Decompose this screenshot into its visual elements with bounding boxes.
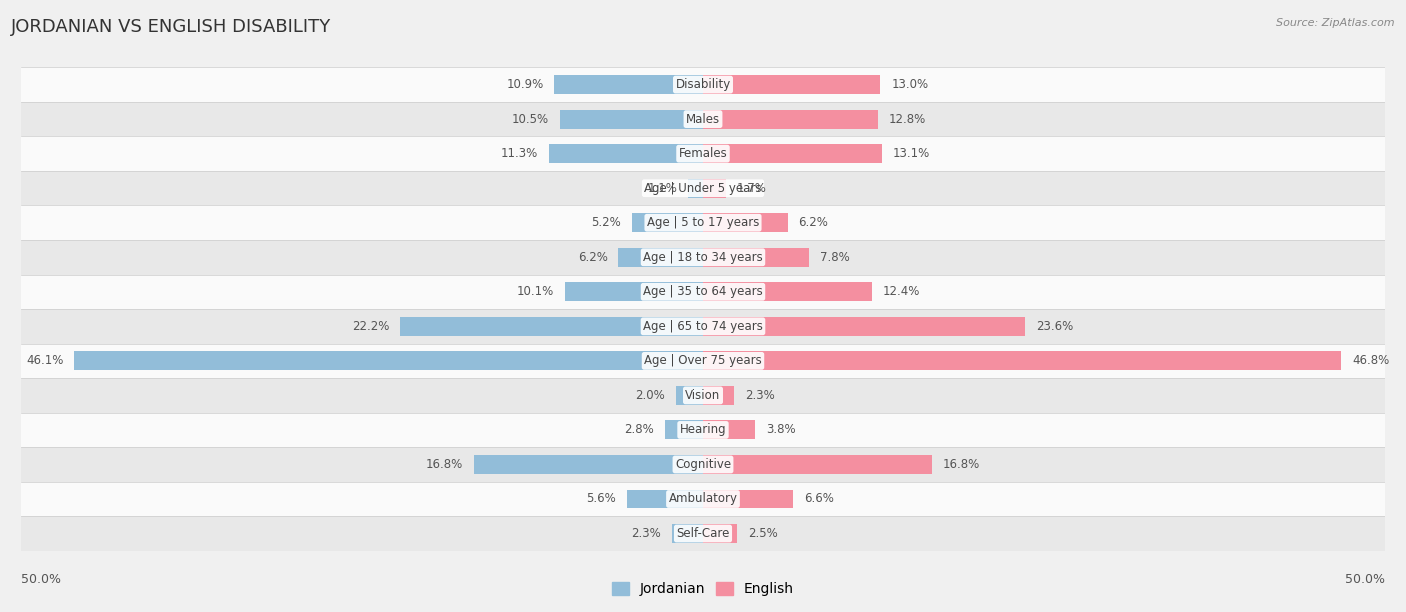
Text: 22.2%: 22.2%	[352, 320, 389, 333]
Text: 6.2%: 6.2%	[578, 251, 607, 264]
Bar	[21, 275, 1385, 309]
Text: Age | 18 to 34 years: Age | 18 to 34 years	[643, 251, 763, 264]
Bar	[21, 412, 1385, 447]
Text: 2.0%: 2.0%	[636, 389, 665, 402]
Bar	[703, 351, 1341, 370]
Text: 7.8%: 7.8%	[820, 251, 851, 264]
Bar	[21, 343, 1385, 378]
Text: 2.3%: 2.3%	[631, 527, 661, 540]
Text: 50.0%: 50.0%	[21, 573, 60, 586]
Text: 6.6%: 6.6%	[804, 493, 834, 506]
Bar	[21, 378, 1385, 412]
Bar	[565, 282, 703, 301]
Text: 12.8%: 12.8%	[889, 113, 925, 125]
Text: Age | 35 to 64 years: Age | 35 to 64 years	[643, 285, 763, 298]
Bar	[21, 67, 1385, 102]
Bar	[676, 386, 703, 405]
Text: Age | Over 75 years: Age | Over 75 years	[644, 354, 762, 367]
Text: Cognitive: Cognitive	[675, 458, 731, 471]
Bar	[21, 517, 1385, 551]
Text: 5.6%: 5.6%	[586, 493, 616, 506]
Text: 12.4%: 12.4%	[883, 285, 921, 298]
Bar	[633, 213, 703, 232]
Bar	[21, 136, 1385, 171]
Bar	[703, 282, 872, 301]
Text: 10.5%: 10.5%	[512, 113, 548, 125]
Bar	[75, 351, 703, 370]
Text: Vision: Vision	[685, 389, 721, 402]
Text: Ambulatory: Ambulatory	[668, 493, 738, 506]
Bar	[21, 240, 1385, 275]
Text: 2.3%: 2.3%	[745, 389, 775, 402]
Text: Age | 65 to 74 years: Age | 65 to 74 years	[643, 320, 763, 333]
Text: Hearing: Hearing	[679, 424, 727, 436]
Bar	[474, 455, 703, 474]
Text: 10.9%: 10.9%	[506, 78, 544, 91]
Text: Self-Care: Self-Care	[676, 527, 730, 540]
Bar	[703, 524, 737, 543]
Text: Age | 5 to 17 years: Age | 5 to 17 years	[647, 216, 759, 230]
Legend: Jordanian, English: Jordanian, English	[606, 577, 800, 602]
Bar	[401, 317, 703, 336]
Text: Source: ZipAtlas.com: Source: ZipAtlas.com	[1277, 18, 1395, 28]
Text: 5.2%: 5.2%	[592, 216, 621, 230]
Text: 50.0%: 50.0%	[1346, 573, 1385, 586]
Text: 13.0%: 13.0%	[891, 78, 928, 91]
Bar	[703, 420, 755, 439]
Bar	[672, 524, 703, 543]
Text: 16.8%: 16.8%	[943, 458, 980, 471]
Bar	[21, 447, 1385, 482]
Bar	[703, 144, 882, 163]
Bar	[703, 455, 932, 474]
Bar	[703, 179, 725, 198]
Text: 1.7%: 1.7%	[737, 182, 766, 195]
Bar	[703, 317, 1025, 336]
Text: 10.1%: 10.1%	[517, 285, 554, 298]
Bar	[627, 490, 703, 509]
Bar	[554, 75, 703, 94]
Bar	[703, 110, 877, 129]
Text: JORDANIAN VS ENGLISH DISABILITY: JORDANIAN VS ENGLISH DISABILITY	[11, 18, 332, 36]
Bar	[548, 144, 703, 163]
Text: 23.6%: 23.6%	[1036, 320, 1073, 333]
Bar	[560, 110, 703, 129]
Text: 2.8%: 2.8%	[624, 424, 654, 436]
Bar	[665, 420, 703, 439]
Bar	[703, 248, 810, 267]
Text: Males: Males	[686, 113, 720, 125]
Text: 2.5%: 2.5%	[748, 527, 778, 540]
Text: 16.8%: 16.8%	[426, 458, 463, 471]
Text: Females: Females	[679, 147, 727, 160]
Text: 11.3%: 11.3%	[501, 147, 538, 160]
Bar	[619, 248, 703, 267]
Text: Age | Under 5 years: Age | Under 5 years	[644, 182, 762, 195]
Text: Disability: Disability	[675, 78, 731, 91]
Bar	[703, 75, 880, 94]
Text: 1.1%: 1.1%	[647, 182, 678, 195]
Bar	[21, 309, 1385, 343]
Bar	[703, 490, 793, 509]
Text: 3.8%: 3.8%	[766, 424, 796, 436]
Bar	[21, 206, 1385, 240]
Text: 6.2%: 6.2%	[799, 216, 828, 230]
Bar	[21, 102, 1385, 136]
Text: 13.1%: 13.1%	[893, 147, 929, 160]
Bar	[703, 213, 787, 232]
Bar	[21, 482, 1385, 517]
Bar	[21, 171, 1385, 206]
Text: 46.1%: 46.1%	[25, 354, 63, 367]
Bar	[703, 386, 734, 405]
Text: 46.8%: 46.8%	[1353, 354, 1389, 367]
Bar	[688, 179, 703, 198]
